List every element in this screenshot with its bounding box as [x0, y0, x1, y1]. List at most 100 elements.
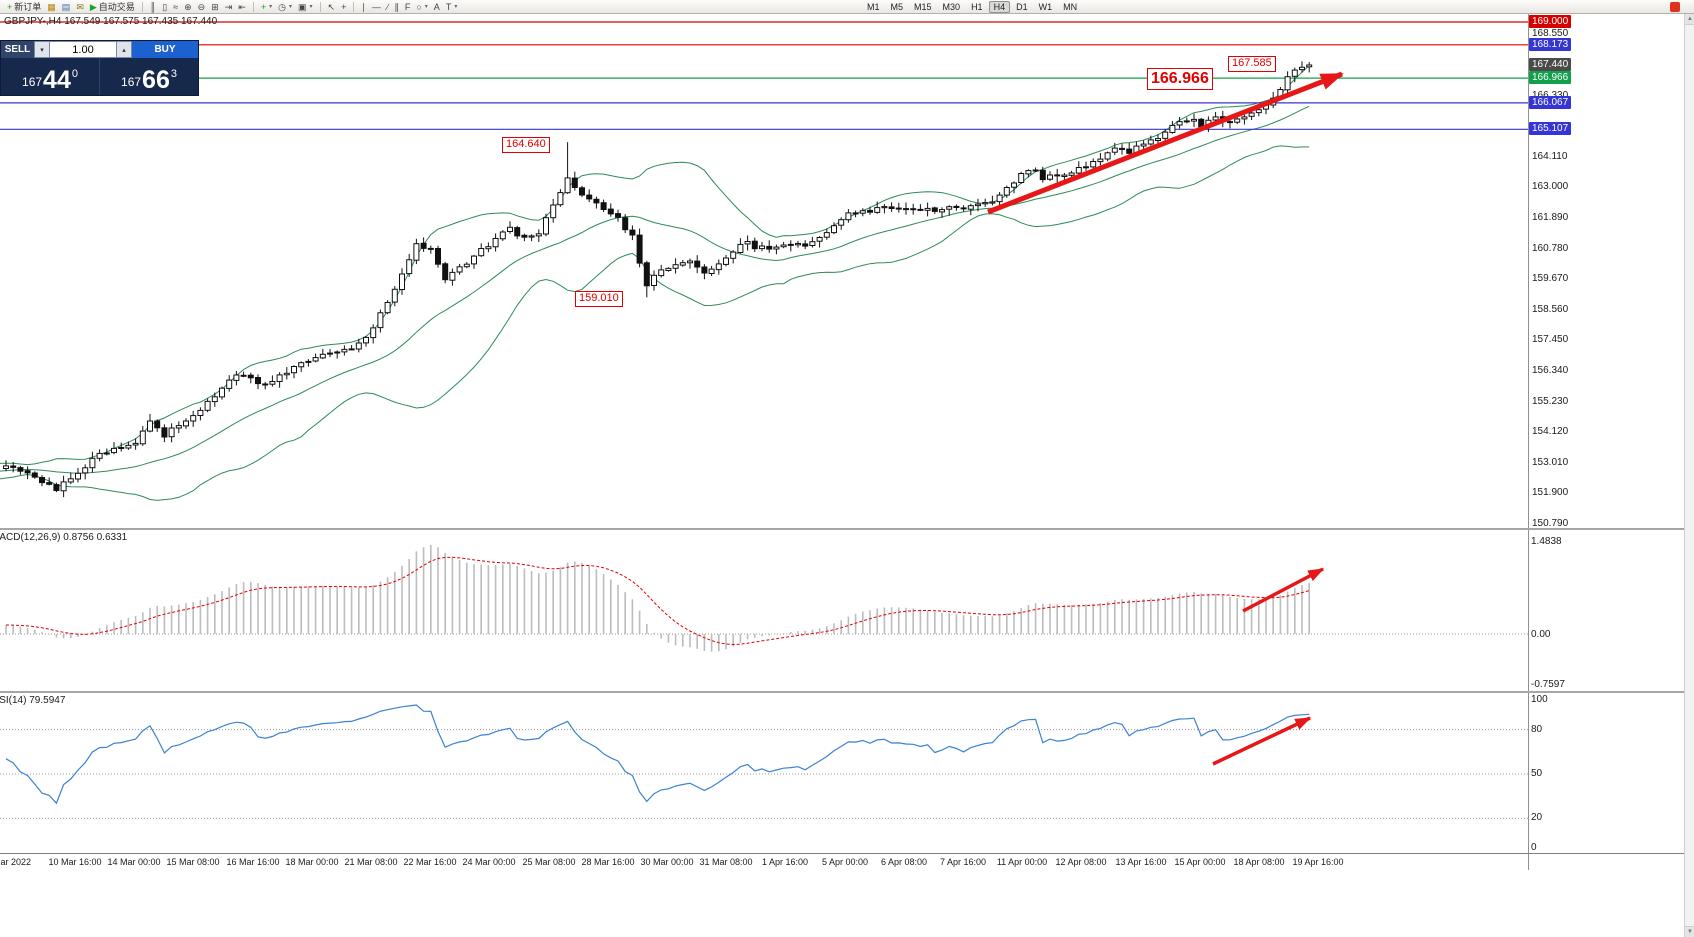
cursor-button[interactable]: ↖	[325, 1, 339, 13]
new-order-button[interactable]: + 新订单	[4, 1, 44, 13]
periods-button[interactable]: ◷ ▾	[275, 1, 295, 13]
candle-body	[240, 374, 247, 377]
price-tick: 155.230	[1532, 396, 1569, 407]
price-tick: 157.450	[1532, 334, 1569, 345]
toolbar-separator	[319, 1, 321, 12]
timeframe-m30[interactable]: M30	[942, 2, 961, 12]
auto-scroll-button[interactable]: ⇥	[222, 1, 236, 13]
time-axis-label: 18 Mar 00:00	[285, 857, 339, 867]
timeframe-mn[interactable]: MN	[1063, 2, 1078, 12]
candle-body	[247, 374, 254, 379]
candle-body	[1169, 124, 1176, 134]
fibonacci-button[interactable]: F	[402, 1, 414, 13]
text-button[interactable]: A	[431, 1, 443, 13]
price-axis[interactable]: 168.550 166.330 164.110 163.000 161.890 160.7…	[1529, 0, 1589, 870]
high-price-label-1[interactable]: 164.640	[502, 137, 550, 153]
arrows-button[interactable]: T ▾	[443, 1, 461, 13]
candlestick-button[interactable]: ▯	[159, 1, 170, 13]
indicators-icon: +	[260, 1, 267, 12]
bid-price: 167 44 0	[1, 58, 99, 95]
support-price-label[interactable]: 166.966	[1147, 68, 1213, 90]
candle-body	[1104, 152, 1111, 160]
ask-pipette: 3	[170, 68, 177, 80]
candle-body	[1054, 174, 1061, 177]
candle-body	[960, 207, 967, 210]
candle-body	[1097, 158, 1104, 163]
chart-shift-button[interactable]: ⇤	[235, 1, 249, 13]
chart-shift-icon: ⇤	[238, 1, 246, 12]
auto-scroll-icon: ⇥	[224, 1, 233, 12]
vertical-scrollbar[interactable]: ▲ ▼	[1684, 14, 1694, 937]
shapes-button[interactable]: ○ ▾	[413, 1, 430, 13]
scroll-down-arrow-icon[interactable]: ▼	[1685, 926, 1694, 937]
crosshair-button[interactable]: +	[338, 1, 349, 13]
candle-body	[723, 257, 729, 265]
candle-body	[384, 302, 391, 314]
tile-windows-button[interactable]: ⊞	[208, 1, 222, 13]
buy-button[interactable]: BUY	[132, 41, 198, 58]
timeframe-m5[interactable]: M5	[890, 2, 904, 12]
candle-body	[67, 478, 74, 483]
candle-body	[17, 467, 24, 472]
candle-body	[874, 207, 881, 213]
line-chart-button[interactable]: ≈	[170, 1, 181, 13]
candle-body	[1018, 173, 1025, 183]
timeframe-d1[interactable]: D1	[1016, 2, 1028, 12]
candle-body	[1227, 121, 1233, 124]
price-tick: 168.550	[1532, 28, 1569, 39]
scroll-up-arrow-icon[interactable]: ▲	[1685, 14, 1694, 25]
timeframe-h4[interactable]: H4	[988, 1, 1011, 13]
zoom-in-button[interactable]: ⊕	[181, 1, 195, 13]
candle-body	[557, 192, 564, 206]
candle-body	[1162, 131, 1169, 139]
candle-body	[1140, 143, 1147, 147]
alerts-button[interactable]: ✉	[73, 1, 87, 13]
timeframe-m1[interactable]: M1	[867, 2, 880, 12]
volume-increase-button[interactable]: ▴	[116, 41, 132, 58]
candle-body	[600, 202, 607, 210]
time-axis-label: 21 Mar 08:00	[344, 857, 398, 867]
trendline-button[interactable]: ∕	[384, 1, 392, 13]
templates-button[interactable]: ▣ ▾	[295, 1, 316, 13]
candle-body	[715, 263, 722, 271]
candle-body	[420, 242, 427, 249]
low-price-label[interactable]: 159.010	[575, 291, 623, 307]
candle-body	[1255, 109, 1262, 114]
chart-window-icon-button[interactable]: ▦	[44, 1, 59, 13]
candle-body	[1011, 182, 1017, 188]
trend-arrow-rsi[interactable]	[1212, 716, 1312, 766]
volume-decrease-button[interactable]: ▾	[34, 41, 50, 58]
candle-body	[629, 229, 636, 236]
bar-chart-button[interactable]: ║	[147, 1, 159, 13]
time-axis-label: 1 Apr 16:00	[761, 857, 809, 867]
channel-button[interactable]: ∥	[391, 1, 402, 13]
trend-arrow-macd[interactable]	[1242, 567, 1325, 613]
high-price-label-2[interactable]: 167.585	[1228, 56, 1276, 72]
timeframe-m15[interactable]: M15	[914, 2, 932, 12]
macd-panel-divider[interactable]	[0, 528, 1694, 530]
rsi-panel-divider[interactable]	[0, 691, 1694, 693]
vertical-line-button[interactable]: ∣	[358, 1, 369, 13]
autotrading-button[interactable]: ▶ 自动交易	[87, 1, 138, 13]
timeframe-w1[interactable]: W1	[1038, 2, 1053, 12]
candle-body	[831, 225, 837, 234]
candle-body	[1111, 147, 1118, 153]
timeframe-toolbar: M1 M5 M15 M30 H1 H4 D1 W1 MN	[862, 1, 1083, 13]
notification-icon[interactable]	[1670, 2, 1680, 12]
horizontal-line-button[interactable]: ―	[369, 1, 384, 13]
candle-body	[651, 274, 657, 286]
periods-icon: ◷	[278, 1, 286, 12]
time-axis-label: 14 Mar 00:00	[107, 857, 161, 867]
candle-body	[39, 477, 45, 484]
trend-arrow-main[interactable]	[987, 71, 1344, 215]
volume-input[interactable]	[50, 41, 116, 58]
profiles-button[interactable]: ▤	[59, 1, 74, 13]
candle-body	[103, 452, 110, 455]
candle-body	[413, 243, 420, 261]
indicators-button[interactable]: + ▾	[258, 1, 275, 13]
candle-body	[521, 234, 528, 238]
zoom-out-button[interactable]: ⊖	[195, 1, 209, 13]
sell-button[interactable]: SELL	[1, 41, 34, 58]
timeframe-h1[interactable]: H1	[971, 2, 983, 12]
